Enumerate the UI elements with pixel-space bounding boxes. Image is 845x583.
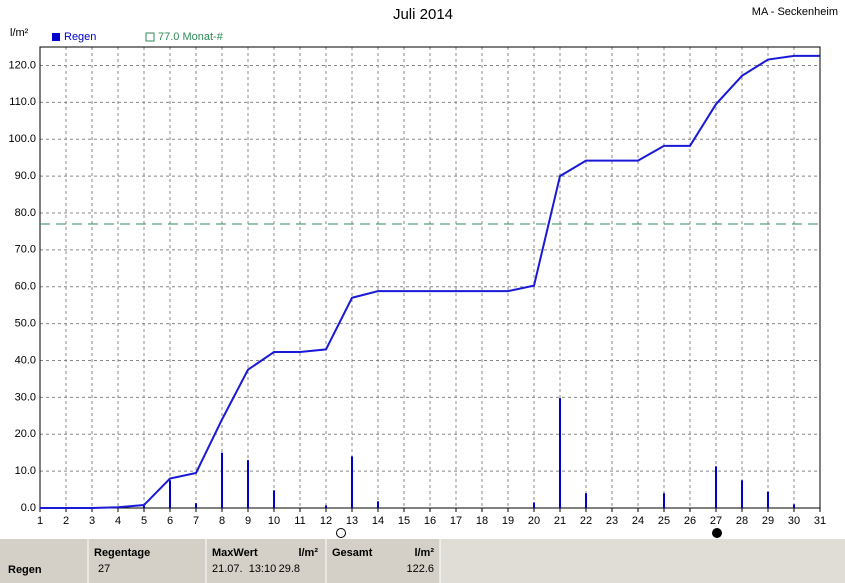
- bar: [585, 493, 587, 508]
- x-tick-label: 20: [528, 515, 540, 527]
- bar: [221, 452, 223, 508]
- table-cell: 27: [98, 563, 110, 575]
- x-tick-label: 1: [37, 515, 43, 527]
- x-tick-label: 22: [580, 515, 592, 527]
- bar: [143, 505, 145, 508]
- table-empty: [440, 539, 845, 583]
- x-tick-label: 27: [710, 515, 722, 527]
- x-tick-label: 21: [554, 515, 566, 527]
- unit-label: l/m²: [10, 27, 29, 39]
- x-tick-label: 18: [476, 515, 488, 527]
- legend-label: 77.0 Monat-#: [158, 31, 224, 43]
- x-tick-label: 9: [245, 515, 251, 527]
- new-moon: [712, 528, 722, 538]
- legend-label: Regen: [64, 31, 96, 43]
- bar: [351, 456, 353, 508]
- bar: [663, 493, 665, 508]
- x-tick-label: 14: [372, 515, 384, 527]
- x-tick-label: 29: [762, 515, 774, 527]
- x-tick-label: 3: [89, 515, 95, 527]
- legend-swatch: [145, 32, 155, 42]
- plot-frame: [39, 46, 821, 509]
- y-tick-label: 100.0: [8, 133, 36, 145]
- table-header: l/m²: [298, 547, 318, 559]
- full-moon: [336, 528, 346, 538]
- bar: [169, 480, 171, 508]
- y-tick-label: 0.0: [21, 502, 36, 514]
- x-tick-label: 5: [141, 515, 147, 527]
- x-tick-label: 25: [658, 515, 670, 527]
- x-tick-label: 13: [346, 515, 358, 527]
- station: MA - Seckenheim: [752, 6, 838, 18]
- table-cell: 29.8: [279, 563, 300, 575]
- bar: [715, 466, 717, 508]
- x-tick-label: 26: [684, 515, 696, 527]
- bar: [793, 504, 795, 508]
- y-tick-label: 30.0: [15, 391, 36, 403]
- table-cell: 21.07. 13:10: [212, 563, 276, 575]
- y-tick-label: 10.0: [15, 465, 36, 477]
- x-tick-label: 12: [320, 515, 332, 527]
- bar: [247, 460, 249, 508]
- table-header: MaxWert: [212, 547, 258, 559]
- x-tick-label: 15: [398, 515, 410, 527]
- chart-title: Juli 2014: [393, 6, 453, 23]
- table-cell: Regen: [8, 564, 42, 576]
- x-tick-label: 8: [219, 515, 225, 527]
- table: Regentage MaxWert l/m² Gesamt l/m² Regen…: [0, 539, 845, 583]
- y-tick-label: 60.0: [15, 281, 36, 293]
- bar: [559, 398, 561, 508]
- y-tick-label: 50.0: [15, 318, 36, 330]
- x-tick-label: 23: [606, 515, 618, 527]
- x-tick-label: 7: [193, 515, 199, 527]
- x-tick-label: 10: [268, 515, 280, 527]
- bar: [533, 502, 535, 508]
- y-tick-label: 110.0: [9, 96, 36, 108]
- x-tick-label: 24: [632, 515, 644, 527]
- table-header: l/m²: [414, 547, 434, 559]
- plot: 0.0 10.0 20.0 30.0 40.0 50.0 60.0 70.0 80.0 90.0 1…: [8, 46, 826, 527]
- y-tick-label: 120.0: [8, 59, 36, 71]
- bar: [767, 491, 769, 508]
- table-cell: 122.6: [406, 563, 434, 575]
- x-tick-label: 6: [167, 515, 173, 527]
- cumulative-line: [40, 54, 820, 509]
- bar: [741, 480, 743, 508]
- x-tick-label: 2: [63, 515, 69, 527]
- x-tick-label: 30: [788, 515, 800, 527]
- bar: [273, 490, 275, 508]
- x-tick-label: 16: [424, 515, 436, 527]
- x-tick-label: 28: [736, 515, 748, 527]
- bar: [377, 501, 379, 508]
- x-tick-label: 4: [115, 515, 121, 527]
- x-tick-label: 19: [502, 515, 514, 527]
- x-tick-label: 11: [294, 515, 305, 527]
- y-tick-label: 40.0: [15, 354, 36, 366]
- x-tick-label: 17: [450, 515, 462, 527]
- legend-swatch: [52, 33, 60, 41]
- table-header: Gesamt: [332, 547, 373, 559]
- y-tick-label: 90.0: [15, 170, 36, 182]
- y-tick-label: 20.0: [15, 428, 36, 440]
- y-tick-label: 70.0: [15, 244, 36, 256]
- x-tick-label: 31: [814, 515, 826, 527]
- bar: [195, 503, 197, 508]
- y-tick-label: 80.0: [15, 207, 36, 219]
- table-header: Regentage: [94, 547, 150, 559]
- bar: [325, 505, 327, 508]
